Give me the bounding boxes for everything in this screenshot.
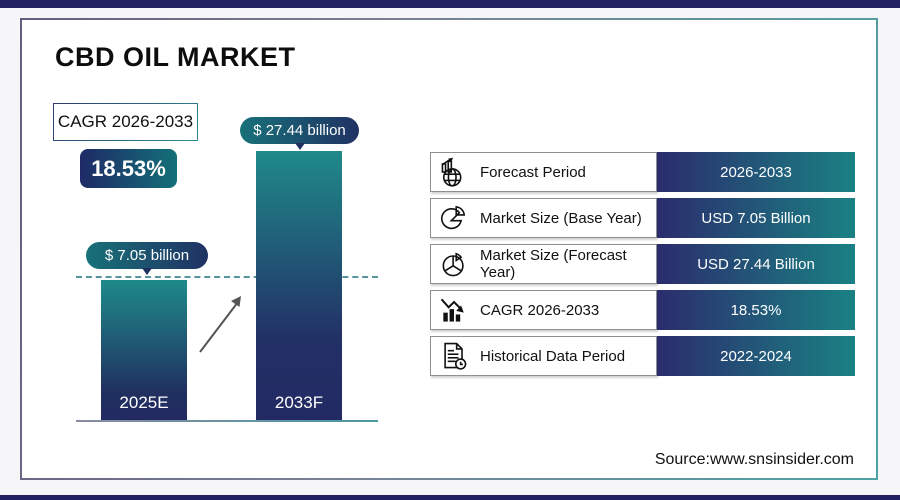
table-row: Market Size (Forecast Year) USD 27.44 Bi… xyxy=(430,244,855,284)
value-pill-2025-label: $ 7.05 billion xyxy=(104,247,190,264)
fact-value-cell: USD 7.05 Billion xyxy=(657,198,855,238)
value-pill-2033: $ 27.44 billion xyxy=(240,117,359,150)
bar-2033: 2033F xyxy=(256,151,342,420)
fact-label-cell: CAGR 2026-2033 xyxy=(430,290,657,330)
table-row: Historical Data Period 2022-2024 xyxy=(430,336,855,376)
source-attribution: Source:www.snsinsider.com xyxy=(654,451,854,468)
page-title: CBD OIL MARKET xyxy=(55,42,296,72)
bar-chart-trend-icon xyxy=(438,294,470,326)
globe-trend-icon xyxy=(438,156,470,188)
fact-table: Forecast Period 2026-2033 Market Size (B… xyxy=(430,152,855,382)
cagr-period-box: CAGR 2026-2033 xyxy=(53,103,198,141)
bottom-accent-bar xyxy=(0,495,900,500)
fact-value-cell: 18.53% xyxy=(657,290,855,330)
pill-pointer xyxy=(142,268,152,275)
fact-label: Forecast Period xyxy=(480,163,586,181)
bar-2033-label: 2033F xyxy=(274,393,324,412)
pie-chart-exploded-icon xyxy=(438,248,470,280)
growth-arrow-icon xyxy=(199,296,241,353)
fact-value-cell: 2022-2024 xyxy=(657,336,855,376)
value-pill-2025: $ 7.05 billion xyxy=(86,242,208,275)
fact-label-cell: Forecast Period xyxy=(430,152,657,192)
fact-label: Historical Data Period xyxy=(480,347,626,365)
pill-pointer xyxy=(294,143,305,150)
chart-baseline xyxy=(76,420,378,422)
fact-value-cell: 2026-2033 xyxy=(657,152,855,192)
pie-chart-icon xyxy=(438,202,470,234)
bar-2025: 2025E xyxy=(101,280,187,420)
fact-label: CAGR 2026-2033 xyxy=(480,301,600,319)
fact-label: Market Size (Forecast Year) xyxy=(480,247,627,281)
fact-label-cell: Historical Data Period xyxy=(430,336,657,376)
top-accent-bar xyxy=(0,0,900,8)
document-clock-icon xyxy=(438,340,470,372)
bar-2025-label: 2025E xyxy=(119,393,169,412)
fact-label: Market Size (Base Year) xyxy=(480,209,642,227)
fact-label-cell: Market Size (Forecast Year) xyxy=(430,244,657,284)
dashed-reference-line xyxy=(76,276,378,278)
cagr-value-badge: 18.53% xyxy=(80,149,177,188)
fact-value-cell: USD 27.44 Billion xyxy=(657,244,855,284)
table-row: CAGR 2026-2033 18.53% xyxy=(430,290,855,330)
fact-label-cell: Market Size (Base Year) xyxy=(430,198,657,238)
value-pill-2033-label: $ 27.44 billion xyxy=(253,122,346,139)
table-row: Forecast Period 2026-2033 xyxy=(430,152,855,192)
table-row: Market Size (Base Year) USD 7.05 Billion xyxy=(430,198,855,238)
